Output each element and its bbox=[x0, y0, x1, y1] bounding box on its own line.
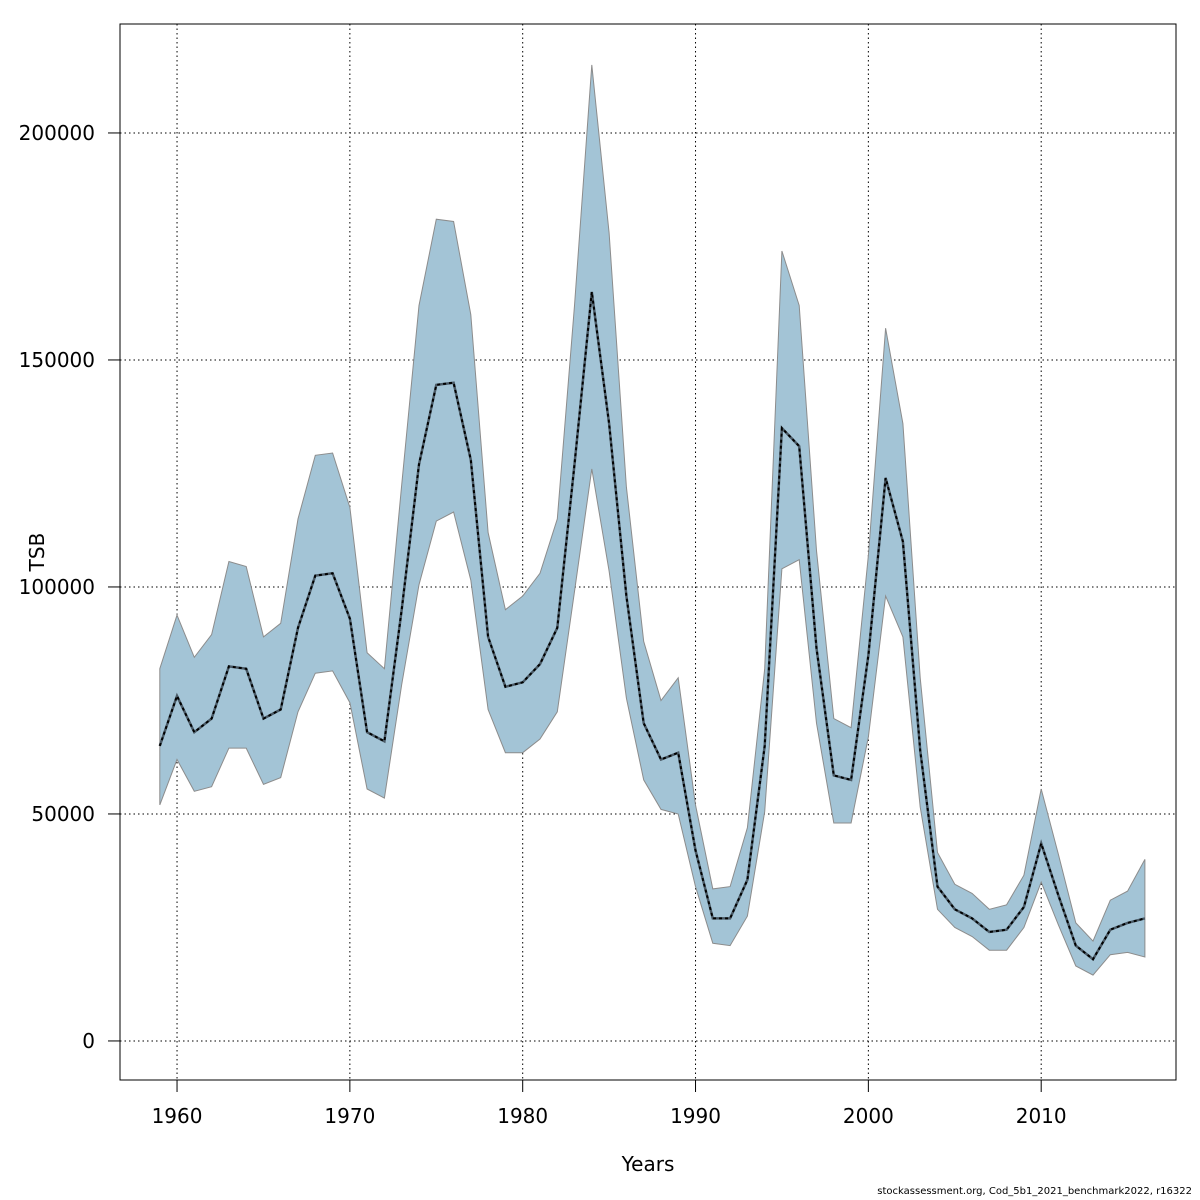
confidence-band-area bbox=[159, 64, 1146, 976]
y-axis: 0 50000 100000 150000 200000 bbox=[19, 121, 120, 1053]
y-tick-label: 50000 bbox=[31, 802, 95, 826]
estimate-line bbox=[158, 291, 1146, 961]
y-axis-title: TSB bbox=[25, 533, 49, 573]
y-tick-label: 0 bbox=[82, 1029, 95, 1053]
y-tick-label: 200000 bbox=[19, 121, 95, 145]
y-tick-label: 150000 bbox=[19, 348, 95, 372]
plot-frame bbox=[119, 23, 1177, 1081]
x-tick-label: 2010 bbox=[1016, 1104, 1067, 1128]
x-tick-label: 1990 bbox=[670, 1104, 721, 1128]
x-tick-label: 1960 bbox=[152, 1104, 203, 1128]
x-tick-label: 2000 bbox=[843, 1104, 894, 1128]
confidence-band bbox=[159, 64, 1146, 976]
x-tick-label: 1980 bbox=[497, 1104, 548, 1128]
y-tick-label: 100000 bbox=[19, 575, 95, 599]
x-axis: 1960 1970 1980 1990 2000 2010 bbox=[152, 1080, 1067, 1128]
x-tick-label: 1970 bbox=[324, 1104, 375, 1128]
x-axis-title: Years bbox=[621, 1152, 675, 1176]
footer-caption: stockassessment.org, Cod_5b1_2021_benchm… bbox=[877, 1186, 1192, 1197]
estimate-line-group bbox=[158, 291, 1146, 962]
